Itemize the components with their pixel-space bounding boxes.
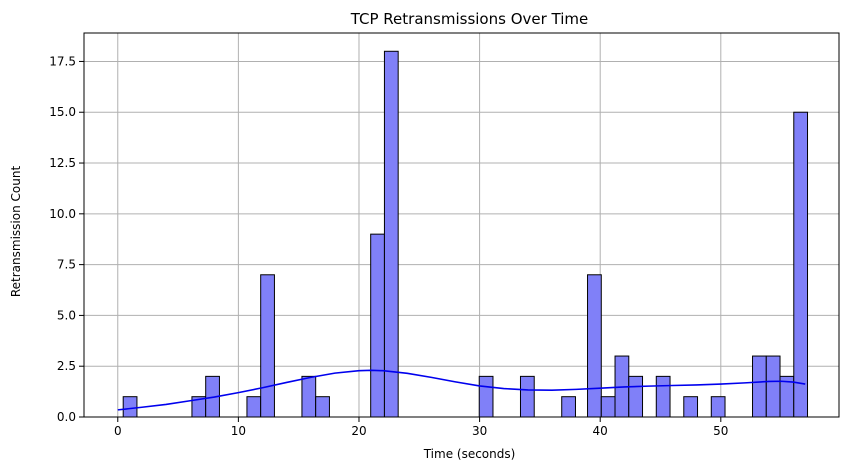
histogram-bar: [765, 355, 781, 418]
kde-line: [117, 369, 806, 411]
histogram-bar: [301, 375, 317, 418]
histogram-bars: [122, 50, 809, 418]
x-axis-ticks: 0 10 20 30 40 50: [114, 417, 728, 438]
y-axis-label: Retransmission Count: [9, 166, 23, 298]
y-tick-label: 0.0: [57, 410, 76, 424]
grid-lines: [84, 33, 839, 418]
histogram-bar: [587, 274, 602, 418]
histogram-bar: [600, 396, 616, 418]
x-axis-label: Time (seconds): [423, 447, 516, 461]
x-tick-label: 30: [472, 424, 487, 438]
histogram-bar: [246, 396, 262, 418]
histogram-bar: [260, 274, 275, 418]
x-tick-label: 20: [351, 424, 366, 438]
x-tick-label: 0: [114, 424, 122, 438]
x-tick-label: 10: [231, 424, 246, 438]
histogram-bar: [519, 375, 535, 418]
histogram-bar: [793, 111, 809, 418]
histogram-bar: [315, 396, 330, 418]
histogram-bar: [752, 355, 767, 418]
y-tick-label: 12.5: [49, 156, 76, 170]
y-tick-label: 10.0: [49, 207, 76, 221]
x-tick-label: 50: [713, 424, 728, 438]
histogram-bar: [655, 375, 671, 418]
x-tick-label: 40: [593, 424, 608, 438]
y-tick-label: 17.5: [49, 54, 76, 68]
histogram-bar: [383, 50, 399, 418]
plot-area-frame: [83, 32, 840, 418]
chart-title: TCP Retransmissions Over Time: [350, 10, 589, 28]
histogram-bar: [478, 375, 494, 418]
histogram-bar: [561, 396, 576, 418]
histogram-bar: [370, 233, 385, 418]
y-tick-label: 5.0: [57, 308, 76, 322]
y-tick-label: 2.5: [57, 359, 76, 373]
histogram-bar: [710, 396, 726, 418]
histogram-bar: [628, 375, 644, 418]
histogram-bar: [683, 396, 699, 418]
y-tick-label: 15.0: [49, 105, 76, 119]
histogram-bar: [122, 396, 138, 418]
y-axis-ticks: 0.0 2.5 5.0 7.5 10.0 12.5 15.0 17.5: [49, 54, 84, 424]
y-tick-label: 7.5: [57, 258, 76, 272]
